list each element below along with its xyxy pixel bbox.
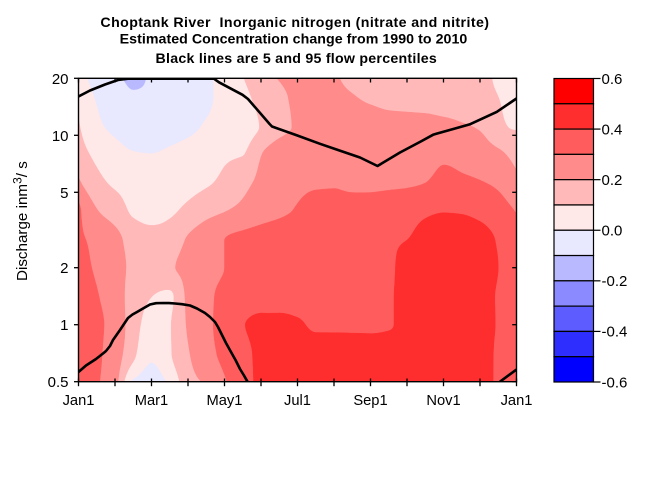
svg-text:-0.4: -0.4 bbox=[602, 324, 628, 341]
svg-text:Mar1: Mar1 bbox=[135, 393, 168, 409]
svg-text:Estimated Concentration change: Estimated Concentration change from 1990… bbox=[120, 31, 468, 47]
svg-text:0.0: 0.0 bbox=[602, 223, 623, 240]
svg-text:Black lines are 5 and 95 flow: Black lines are 5 and 95 flow percentile… bbox=[156, 51, 438, 67]
svg-text:-0.6: -0.6 bbox=[602, 374, 628, 391]
svg-text:-0.2: -0.2 bbox=[602, 273, 628, 290]
svg-text:0.6: 0.6 bbox=[602, 71, 623, 88]
svg-text:Jul1: Jul1 bbox=[284, 393, 311, 409]
svg-text:Nov1: Nov1 bbox=[426, 393, 460, 409]
svg-text:2: 2 bbox=[60, 260, 68, 277]
svg-text:Jan1: Jan1 bbox=[501, 393, 533, 409]
svg-text:0.2: 0.2 bbox=[602, 172, 623, 189]
svg-text:20: 20 bbox=[52, 71, 69, 88]
svg-text:1: 1 bbox=[60, 317, 68, 334]
svg-text:5: 5 bbox=[60, 185, 68, 202]
svg-text:10: 10 bbox=[52, 128, 69, 145]
svg-text:Choptank River Inorganic nitr: Choptank River Inorganic nitrogen (nitra… bbox=[100, 15, 489, 31]
svg-text:Discharge inm3/ s: Discharge inm3/ s bbox=[11, 161, 32, 281]
svg-text:0.4: 0.4 bbox=[602, 121, 623, 138]
svg-text:Jan1: Jan1 bbox=[63, 393, 95, 409]
svg-text:0.5: 0.5 bbox=[48, 374, 69, 391]
svg-text:Sep1: Sep1 bbox=[353, 393, 387, 409]
svg-text:May1: May1 bbox=[207, 393, 243, 409]
